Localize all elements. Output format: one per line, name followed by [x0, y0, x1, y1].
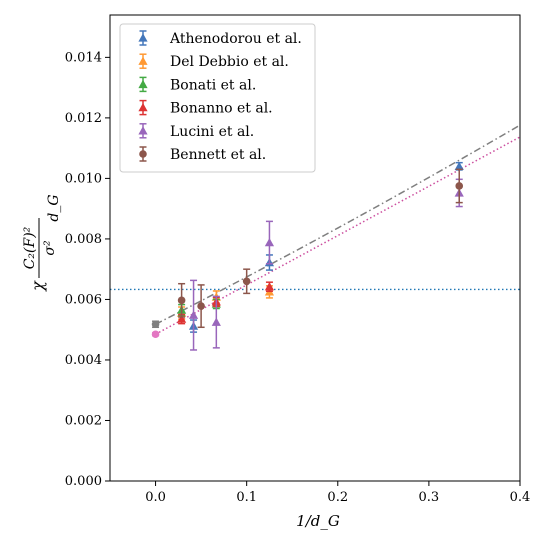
extrapolation-point: [151, 330, 160, 339]
legend-items: Athenodorou et al. Del Debbio et al. Bonat…: [138, 30, 302, 163]
x-axis-label: 1/d_G: [296, 512, 340, 530]
y-tick-label: 0.004: [65, 353, 102, 368]
legend-marker: [138, 79, 148, 89]
series: [188, 178, 464, 351]
extrapolation-point: [151, 320, 160, 329]
data-point: [455, 182, 464, 190]
legend-label: Bonati et al.: [170, 77, 256, 93]
data-points: [151, 161, 464, 351]
y-tick-label: 0.002: [65, 413, 102, 428]
x-tick-label: 0.0: [145, 490, 166, 505]
x-axis: 0.0 0.1 0.2 0.3 0.4: [145, 481, 530, 505]
data-point: [211, 317, 221, 326]
legend-item: Athenodorou et al.: [138, 30, 302, 47]
y-axis-label: χ C₂(F)² σ² d_G: [22, 194, 62, 291]
y-label-numerator: C₂(F)²: [22, 226, 38, 269]
legend-box: [119, 23, 316, 173]
series: [177, 168, 464, 329]
legend-marker: [139, 150, 147, 158]
data-point: [454, 161, 464, 170]
data-point: [264, 237, 275, 247]
legend-marker: [138, 126, 148, 135]
legend: Athenodorou et al. Del Debbio et al. Bonat…: [119, 23, 316, 173]
legend-label: Bonanno et al.: [170, 101, 273, 117]
y-label-denominator: σ²: [42, 240, 58, 256]
y-tick-label: 0.008: [65, 232, 102, 247]
y-axis: 0.000 0.002 0.004 0.006 0.008 0.010 0.012 0.014: [65, 50, 110, 489]
y-tick-label: 0.006: [65, 292, 102, 307]
x-tick-label: 0.4: [510, 490, 531, 505]
data-point: [177, 314, 187, 323]
y-label-suffix: d_G: [46, 194, 62, 221]
legend-marker: [138, 103, 148, 112]
y-label-prefix: χ: [28, 280, 47, 292]
data-point: [197, 302, 205, 310]
y-tick-label: 0.000: [65, 474, 102, 489]
legend-item: Del Debbio et al.: [138, 53, 289, 70]
data-point: [264, 282, 275, 291]
legend-label: Lucini et al.: [170, 124, 254, 140]
legend-item: Bennett et al.: [139, 146, 266, 163]
legend-label: Bennett et al.: [170, 147, 266, 163]
y-tick-label: 0.012: [65, 111, 102, 126]
data-point: [188, 310, 199, 319]
legend-marker: [138, 33, 148, 42]
x-tick-label: 0.3: [419, 490, 440, 505]
legend-item: Bonati et al.: [138, 76, 256, 93]
y-tick-label: 0.014: [65, 50, 102, 65]
legend-label: Del Debbio et al.: [170, 54, 289, 70]
data-point: [177, 296, 186, 305]
x-tick-label: 0.1: [236, 490, 257, 505]
data-point: [242, 277, 251, 286]
legend-marker: [138, 56, 148, 65]
plot-frame: [109, 14, 521, 482]
legend-item: Lucini et al.: [138, 123, 254, 140]
y-tick-label: 0.010: [65, 171, 102, 186]
x-tick-label: 0.2: [327, 490, 348, 505]
legend-item: Bonanno et al.: [138, 99, 273, 117]
series: [188, 161, 464, 333]
legend-label: Athenodorou et al.: [169, 31, 302, 47]
